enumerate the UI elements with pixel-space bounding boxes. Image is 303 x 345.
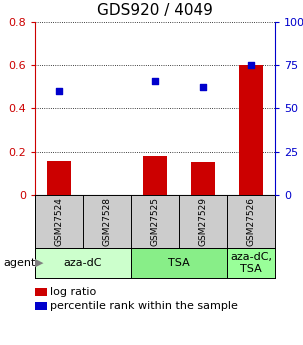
Text: GSM27526: GSM27526 (247, 197, 255, 246)
Text: aza-dC,
TSA: aza-dC, TSA (230, 252, 272, 274)
Text: agent: agent (3, 258, 35, 268)
Text: aza-dC: aza-dC (64, 258, 102, 268)
Bar (131, 248, 227, 278)
Bar (35, 248, 131, 278)
Title: GDS920 / 4049: GDS920 / 4049 (97, 3, 213, 18)
Point (153, 78, 158, 83)
Bar (47, 161, 71, 195)
Text: ▶: ▶ (35, 258, 43, 268)
Text: GSM27524: GSM27524 (55, 197, 64, 246)
Text: GSM27529: GSM27529 (198, 197, 208, 246)
Bar (191, 162, 215, 195)
Text: GSM27528: GSM27528 (102, 197, 112, 246)
Text: GSM27525: GSM27525 (151, 197, 159, 246)
Text: log ratio: log ratio (50, 287, 96, 297)
Bar (227, 248, 275, 278)
Point (248, 62, 253, 68)
Point (57, 88, 62, 94)
Point (201, 84, 205, 90)
Bar (239, 65, 263, 195)
Bar (143, 156, 167, 195)
Text: percentile rank within the sample: percentile rank within the sample (50, 301, 238, 311)
Text: TSA: TSA (168, 258, 190, 268)
